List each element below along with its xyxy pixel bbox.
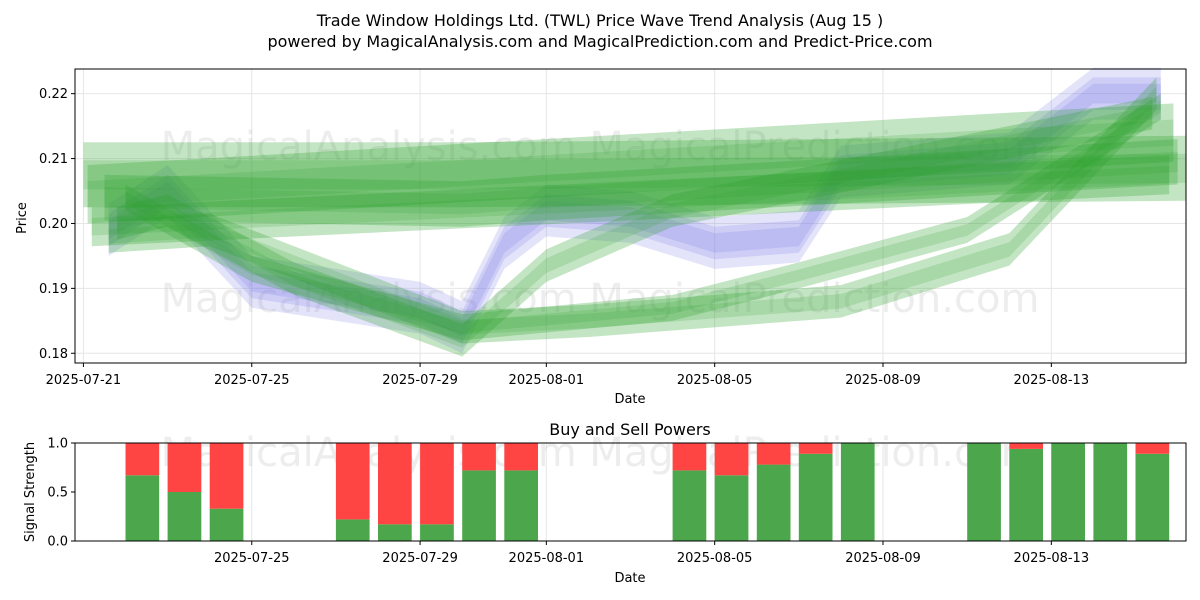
- buy-power-bar: [967, 443, 1001, 541]
- price-y-tick-label: 0.19: [39, 282, 68, 297]
- price-band: [108, 67, 1161, 354]
- price-plot-frame: [74, 68, 1187, 364]
- price-x-tick-label: 2025-08-05: [677, 373, 753, 388]
- sell-power-bar: [420, 443, 454, 525]
- sell-power-bar: [209, 443, 244, 509]
- buy-power-bar: [1009, 448, 1043, 541]
- buy-power-bar: [209, 508, 244, 541]
- signal-x-tick-label: 2025-08-13: [1014, 551, 1090, 566]
- price-band: [108, 83, 1161, 338]
- sell-power-bar: [125, 443, 160, 476]
- signal-y-tick-label: 1.0: [47, 437, 68, 452]
- sell-power-bar: [378, 443, 412, 525]
- wave-band: [87, 103, 1174, 224]
- wave-band: [117, 96, 1153, 357]
- signal-watermark: MagicalAnalysis.com MagicalPrediction.co…: [161, 430, 1040, 476]
- buy-power-bar: [125, 475, 160, 541]
- price-x-tick-label: 2025-08-09: [845, 373, 921, 388]
- wave-band-core: [83, 153, 1186, 190]
- signal-x-tick-label: 2025-07-29: [382, 551, 458, 566]
- sell-power-bar: [167, 443, 202, 492]
- buy-power-bar: [335, 519, 370, 541]
- price-grid: [75, 69, 1186, 363]
- buy-power-bar: [1135, 453, 1170, 541]
- buy-power-bar: [1093, 443, 1128, 541]
- price-x-tick-label: 2025-07-21: [46, 373, 122, 388]
- wave-band: [91, 155, 1170, 247]
- signal-x-axis: 2025-07-25 2025-07-29 2025-08-01 2025-08-05…: [214, 541, 1089, 566]
- wave-band: [104, 139, 1178, 227]
- signal-y-axis-label: Signal Strength: [23, 442, 38, 542]
- price-x-axis-label: Date: [614, 392, 645, 407]
- signal-y-axis: 0.0 0.5 1.0: [47, 437, 75, 550]
- price-series-layer: [83, 67, 1186, 357]
- price-y-tick-label: 0.20: [39, 217, 68, 232]
- sell-power-bar: [672, 443, 707, 471]
- wave-band-core: [104, 151, 1178, 215]
- signal-x-tick-label: 2025-07-25: [214, 551, 290, 566]
- signal-y-tick-label: 0.0: [47, 535, 68, 550]
- buy-power-bar: [420, 524, 454, 541]
- price-watermark-lower: MagicalAnalysis.com MagicalPrediction.co…: [161, 276, 1040, 322]
- sell-power-bar: [504, 443, 538, 471]
- sell-power-bar: [1135, 443, 1170, 454]
- price-x-tick-label: 2025-08-01: [509, 373, 585, 388]
- buy-power-bar: [462, 470, 496, 541]
- buy-power-bar: [756, 464, 791, 541]
- price-panel: MagicalAnalysis.com MagicalPrediction.co…: [15, 67, 1187, 407]
- price-x-tick-label: 2025-07-29: [382, 373, 458, 388]
- buy-power-bar: [840, 443, 875, 541]
- price-band: [108, 77, 1161, 344]
- signal-x-tick-label: 2025-08-01: [509, 551, 585, 566]
- sell-power-bar: [462, 443, 496, 471]
- buy-power-bar: [672, 470, 707, 541]
- sell-power-bar: [1009, 443, 1043, 449]
- buy-power-bar: [167, 492, 202, 541]
- price-watermark-upper: MagicalAnalysis.com MagicalPrediction.co…: [161, 124, 1040, 170]
- price-x-tick-label: 2025-07-25: [214, 373, 290, 388]
- signal-x-axis-label: Date: [614, 571, 645, 586]
- price-y-tick-label: 0.22: [39, 87, 68, 102]
- chart-title-line1: Trade Window Holdings Ltd. (TWL) Price W…: [316, 11, 884, 30]
- price-y-axis-label: Price: [15, 202, 30, 234]
- price-y-tick-label: 0.18: [39, 347, 68, 362]
- sell-power-bar: [335, 443, 370, 520]
- signal-y-tick-label: 0.5: [47, 486, 68, 501]
- sell-power-bar: [756, 443, 791, 465]
- signal-x-tick-label: 2025-08-05: [677, 551, 753, 566]
- wave-band: [83, 135, 1186, 208]
- buy-power-bar: [714, 475, 749, 541]
- chart-title-line2: powered by MagicalAnalysis.com and Magic…: [267, 32, 932, 51]
- wave-band-core: [87, 119, 1174, 208]
- signal-panel: Buy and Sell Powers MagicalAnalysis.com …: [23, 420, 1187, 586]
- signal-x-tick-label: 2025-08-09: [845, 551, 921, 566]
- wave-band: [108, 77, 1157, 344]
- price-x-axis: 2025-07-21 2025-07-25 2025-07-29 2025-08-01…: [46, 363, 1089, 388]
- signal-bars-layer: [125, 443, 1170, 541]
- signal-panel-title: Buy and Sell Powers: [549, 420, 711, 439]
- buy-power-bar: [504, 470, 538, 541]
- sell-power-bar: [798, 443, 833, 454]
- wave-band-core: [91, 166, 1170, 236]
- price-plot-background: [75, 69, 1186, 363]
- buy-power-bar: [378, 524, 412, 541]
- sell-power-bar: [714, 443, 749, 476]
- price-y-axis: 0.18 0.19 0.20 0.21 0.22: [39, 87, 75, 362]
- buy-power-bar: [798, 453, 833, 541]
- buy-power-bar: [1051, 443, 1085, 541]
- price-y-tick-label: 0.21: [39, 152, 68, 167]
- price-x-tick-label: 2025-08-13: [1014, 373, 1090, 388]
- wave-band-core: [117, 105, 1153, 348]
